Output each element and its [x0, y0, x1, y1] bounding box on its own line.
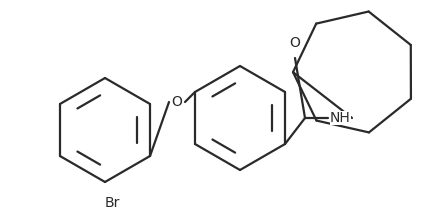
Text: Br: Br [104, 196, 120, 210]
Text: O: O [172, 95, 183, 109]
Text: NH: NH [330, 111, 351, 125]
Text: O: O [290, 36, 301, 50]
